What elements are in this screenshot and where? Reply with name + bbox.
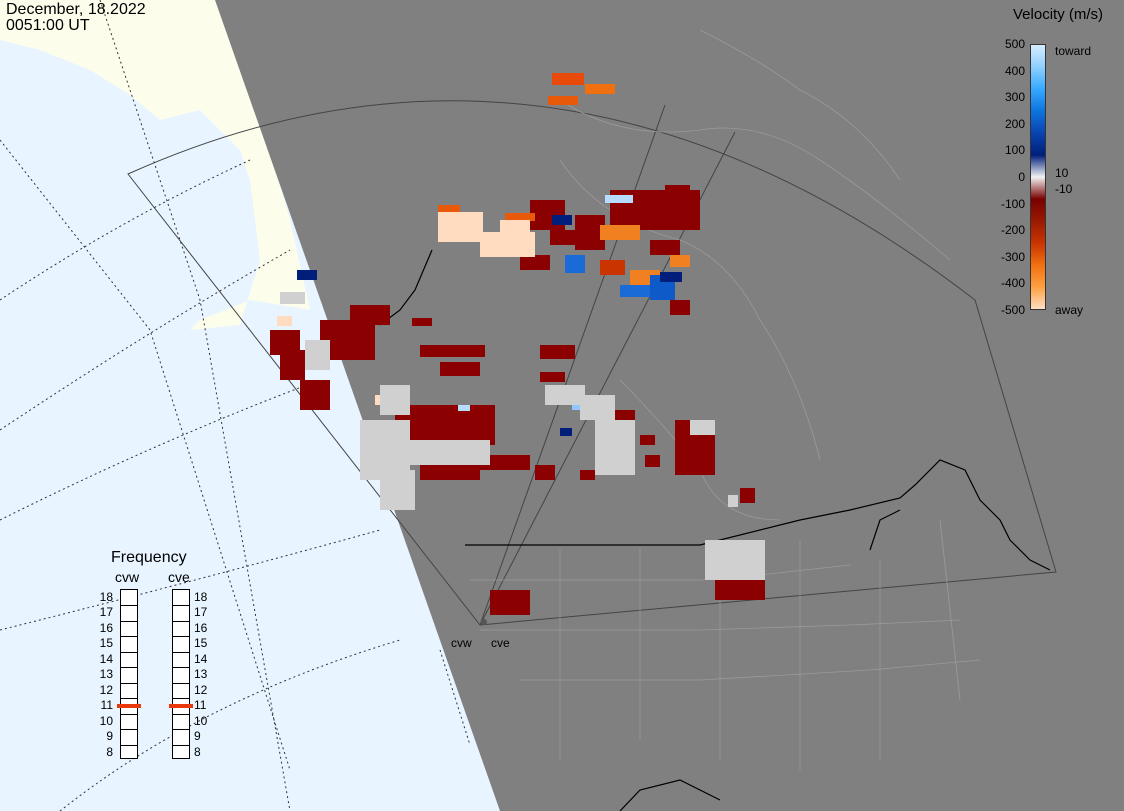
graticule — [0, 0, 471, 811]
frequency-row-divider — [121, 698, 137, 700]
toward-label: toward — [1055, 44, 1092, 58]
frequency-row-divider — [121, 620, 137, 622]
colorbar-tick: -400 — [1000, 276, 1025, 291]
away-label: away — [1055, 303, 1084, 317]
frequency-level-cvw: 15 — [99, 636, 113, 651]
frequency-level-cve: 18 — [194, 590, 208, 604]
frequency-row-divider — [173, 636, 189, 638]
frequency-level-cve: 17 — [194, 605, 208, 620]
radar-site — [481, 619, 487, 625]
velocity-colorbar — [1030, 44, 1046, 310]
colorbar-tick: 500 — [1004, 37, 1025, 51]
station-label-cvw: cvw — [115, 569, 140, 585]
frequency-level-cve: 8 — [194, 744, 201, 759]
colorbar-tick: 300 — [1004, 90, 1025, 105]
frequency-level-cvw: 10 — [99, 713, 113, 728]
colorbar-tick: -500 — [1000, 303, 1025, 317]
frequency-level-cve: 11 — [194, 698, 207, 713]
station-label-cve: cve — [168, 569, 190, 585]
frequency-marker-cve — [169, 703, 193, 708]
frequency-level-cvw: 8 — [106, 744, 113, 759]
frequency-row-divider — [121, 713, 137, 715]
frequency-row-divider — [173, 605, 189, 607]
frequency-box-cvw — [117, 589, 141, 759]
frequency-row-divider — [173, 729, 189, 731]
frequency-level-cvw: 18 — [99, 590, 113, 604]
frequency-level-cvw: 11 — [100, 698, 113, 713]
frequency-row-divider — [173, 667, 189, 669]
frequency-row-divider — [121, 729, 137, 731]
frequency-row-divider — [121, 605, 137, 607]
frequency-box-cve — [169, 589, 193, 759]
frequency-row-divider — [121, 636, 137, 638]
frequency-level-cve: 14 — [194, 651, 208, 666]
frequency-row-divider — [121, 667, 137, 669]
frequency-marker-cvw — [117, 703, 141, 708]
frequency-level-cvw: 17 — [99, 605, 113, 620]
colorbar-tick: 200 — [1004, 116, 1025, 131]
small-positive-label: 10 — [1055, 166, 1069, 180]
night-shade — [215, 0, 1124, 811]
frequency-title: Frequency — [111, 549, 187, 566]
frequency-level-cve: 9 — [194, 729, 201, 744]
echoes-peach — [277, 212, 535, 405]
colorbar-tick: -100 — [1000, 196, 1025, 211]
frequency-level-cve: 12 — [194, 682, 208, 697]
small-negative-label: -10 — [1055, 182, 1073, 196]
frequency-row-divider — [121, 744, 137, 746]
frequency-row-divider — [121, 651, 137, 653]
land-alaska — [0, 0, 310, 330]
frequency-row-divider — [173, 744, 189, 746]
frequency-level-cve: 16 — [194, 620, 208, 635]
frequency-level-cve: 15 — [194, 636, 208, 651]
echoes-gray — [280, 292, 765, 580]
date-text: December, 18.2022 — [6, 1, 146, 18]
frequency-level-cvw: 12 — [99, 682, 113, 697]
colorbar-tick: -300 — [1000, 249, 1025, 264]
colorbar-tick: 0 — [1018, 170, 1025, 184]
site-label-cve: cve — [491, 636, 510, 650]
time-text: 0051:00 UT — [6, 17, 90, 34]
frequency-level-cvw: 13 — [99, 667, 113, 682]
state-lines — [470, 29, 981, 770]
colorbar-tick: 400 — [1004, 63, 1025, 78]
frequency-level-cvw: 16 — [99, 620, 113, 635]
frequency-level-cve: 13 — [194, 667, 208, 682]
frequency-row-divider — [173, 713, 189, 715]
colorbar-tick: -200 — [1000, 223, 1025, 238]
frequency-level-cvw: 9 — [106, 729, 113, 744]
frequency-row-divider — [173, 698, 189, 700]
frequency-row-divider — [173, 620, 189, 622]
frequency-row-divider — [121, 682, 137, 684]
legend-title: Velocity (m/s) — [1013, 6, 1104, 23]
frequency-row-divider — [173, 651, 189, 653]
frequency-row-divider — [173, 682, 189, 684]
colorbar-tick: 100 — [1004, 143, 1025, 158]
frequency-level-cve: 10 — [194, 713, 208, 728]
site-label-cvw: cvw — [451, 636, 472, 650]
frequency-level-cvw: 14 — [99, 651, 113, 666]
